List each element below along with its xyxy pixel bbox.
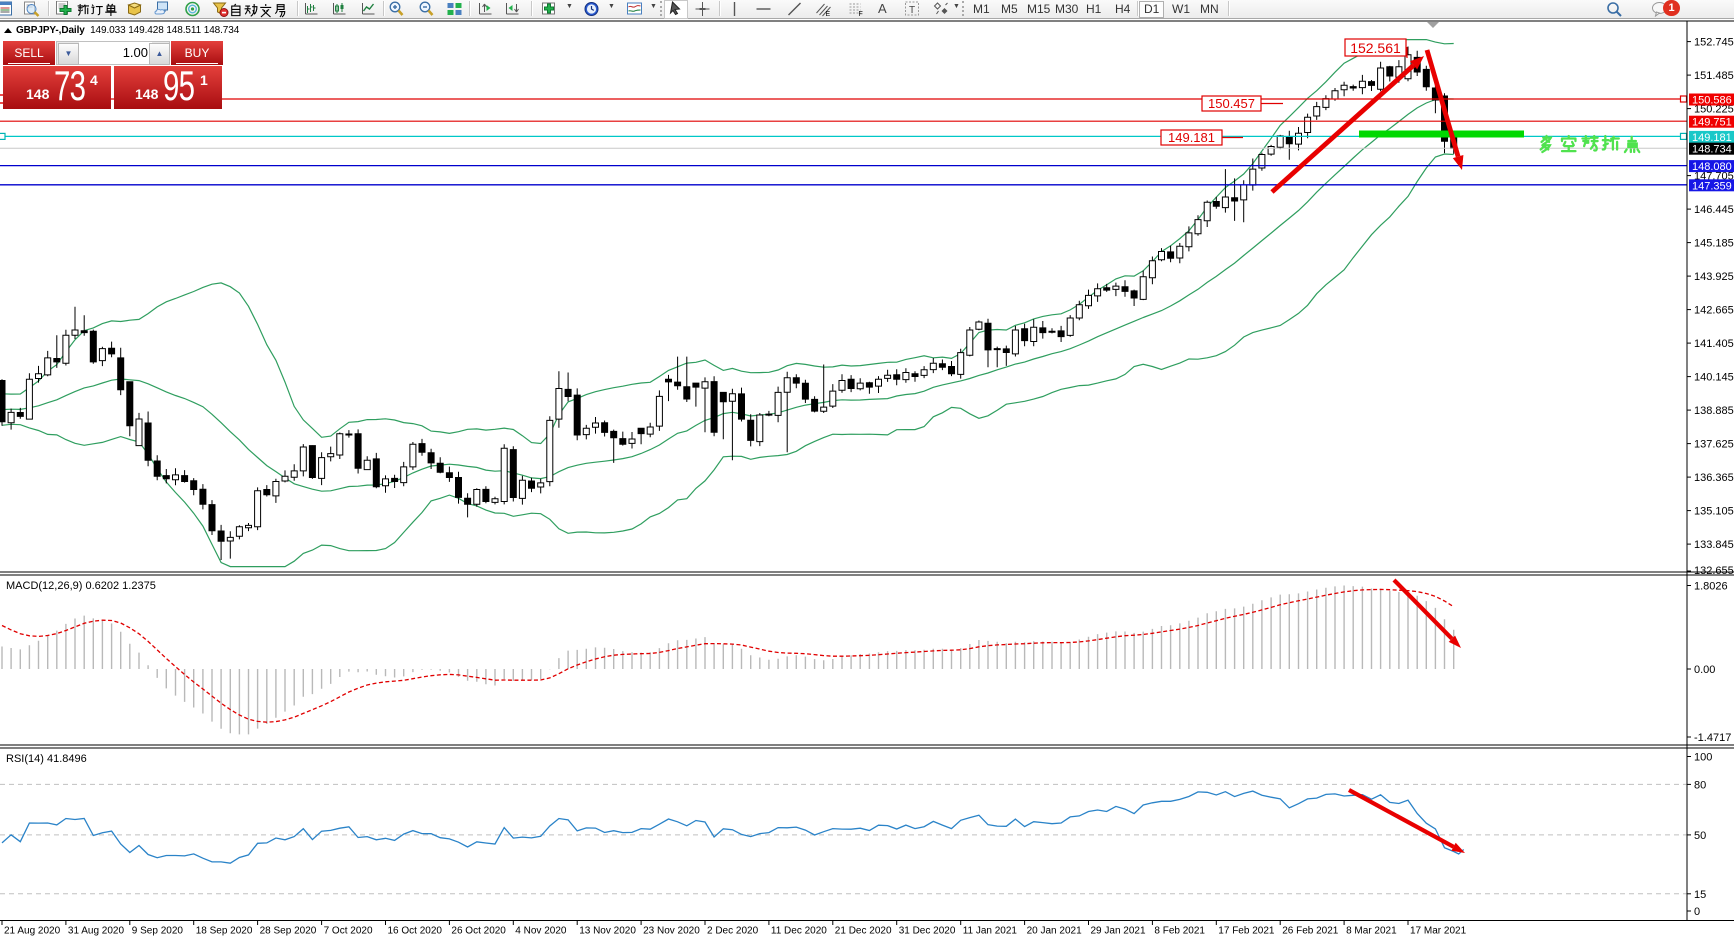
- svg-text:17 Feb 2021: 17 Feb 2021: [1218, 926, 1275, 937]
- svg-text:140.145: 140.145: [1694, 372, 1734, 384]
- svg-text:1.8026: 1.8026: [1694, 581, 1728, 593]
- svg-text:100: 100: [1694, 752, 1712, 764]
- svg-text:16 Oct 2020: 16 Oct 2020: [388, 926, 443, 937]
- svg-text:2 Dec 2020: 2 Dec 2020: [707, 926, 759, 937]
- svg-text:80: 80: [1694, 779, 1706, 791]
- svg-text:23 Nov 2020: 23 Nov 2020: [643, 926, 700, 937]
- svg-text:13 Nov 2020: 13 Nov 2020: [579, 926, 636, 937]
- svg-text:26 Feb 2021: 26 Feb 2021: [1282, 926, 1339, 937]
- svg-text:149.751: 149.751: [1692, 117, 1732, 129]
- svg-text:152.745: 152.745: [1694, 37, 1734, 49]
- svg-text:145.185: 145.185: [1694, 238, 1734, 250]
- svg-text:141.405: 141.405: [1694, 338, 1734, 350]
- svg-text:8 Feb 2021: 8 Feb 2021: [1154, 926, 1205, 937]
- svg-text:149.181: 149.181: [1168, 130, 1215, 145]
- svg-text:20 Jan 2021: 20 Jan 2021: [1027, 926, 1082, 937]
- svg-text:50: 50: [1694, 830, 1706, 842]
- svg-text:146.445: 146.445: [1694, 204, 1734, 216]
- svg-text:31 Aug 2020: 31 Aug 2020: [68, 926, 125, 937]
- svg-text:0.00: 0.00: [1694, 664, 1715, 676]
- svg-text:151.485: 151.485: [1694, 70, 1734, 82]
- svg-text:148.734: 148.734: [1692, 144, 1732, 156]
- svg-text:8 Mar 2021: 8 Mar 2021: [1346, 926, 1397, 937]
- svg-text:152.561: 152.561: [1350, 40, 1401, 56]
- svg-text:F: F: [859, 11, 863, 17]
- svg-text:150.586: 150.586: [1692, 95, 1732, 107]
- svg-text:T: T: [909, 5, 915, 16]
- svg-text:150.457: 150.457: [1208, 96, 1255, 111]
- svg-text:15: 15: [1694, 889, 1706, 901]
- svg-text:11 Dec 2020: 11 Dec 2020: [771, 926, 827, 937]
- svg-text:147.359: 147.359: [1692, 180, 1732, 192]
- svg-text:28 Sep 2020: 28 Sep 2020: [260, 926, 317, 937]
- svg-text:142.665: 142.665: [1694, 305, 1734, 317]
- svg-text:148.080: 148.080: [1692, 161, 1732, 173]
- svg-text:17 Mar 2021: 17 Mar 2021: [1410, 926, 1467, 937]
- svg-text:9 Sep 2020: 9 Sep 2020: [132, 926, 184, 937]
- svg-text:0: 0: [1694, 906, 1700, 918]
- svg-text:21 Aug 2020: 21 Aug 2020: [4, 926, 61, 937]
- svg-text:21 Dec 2020: 21 Dec 2020: [835, 926, 892, 937]
- svg-text:18 Sep 2020: 18 Sep 2020: [196, 926, 253, 937]
- svg-text:E: E: [826, 11, 831, 17]
- svg-text:135.105: 135.105: [1694, 506, 1734, 518]
- svg-text:7 Oct 2020: 7 Oct 2020: [324, 926, 373, 937]
- svg-text:26 Oct 2020: 26 Oct 2020: [451, 926, 506, 937]
- svg-text:11 Jan 2021: 11 Jan 2021: [963, 926, 1018, 937]
- svg-text:29 Jan 2021: 29 Jan 2021: [1091, 926, 1146, 937]
- svg-text:149.181: 149.181: [1692, 132, 1732, 144]
- svg-text:-1.4717: -1.4717: [1694, 732, 1731, 744]
- svg-text:MACD(12,26,9) 0.6202 1.2375: MACD(12,26,9) 0.6202 1.2375: [6, 580, 156, 592]
- svg-text:4 Nov 2020: 4 Nov 2020: [515, 926, 567, 937]
- svg-text:136.365: 136.365: [1694, 472, 1734, 484]
- svg-text:RSI(14) 41.8496: RSI(14) 41.8496: [6, 753, 87, 765]
- svg-text:137.625: 137.625: [1694, 439, 1734, 451]
- svg-text:133.845: 133.845: [1694, 539, 1734, 551]
- svg-text:143.925: 143.925: [1694, 271, 1734, 283]
- svg-text:132.655: 132.655: [1694, 565, 1734, 577]
- svg-text:31 Dec 2020: 31 Dec 2020: [899, 926, 956, 937]
- svg-text:138.885: 138.885: [1694, 405, 1734, 417]
- svg-text:150.225: 150.225: [1694, 104, 1734, 116]
